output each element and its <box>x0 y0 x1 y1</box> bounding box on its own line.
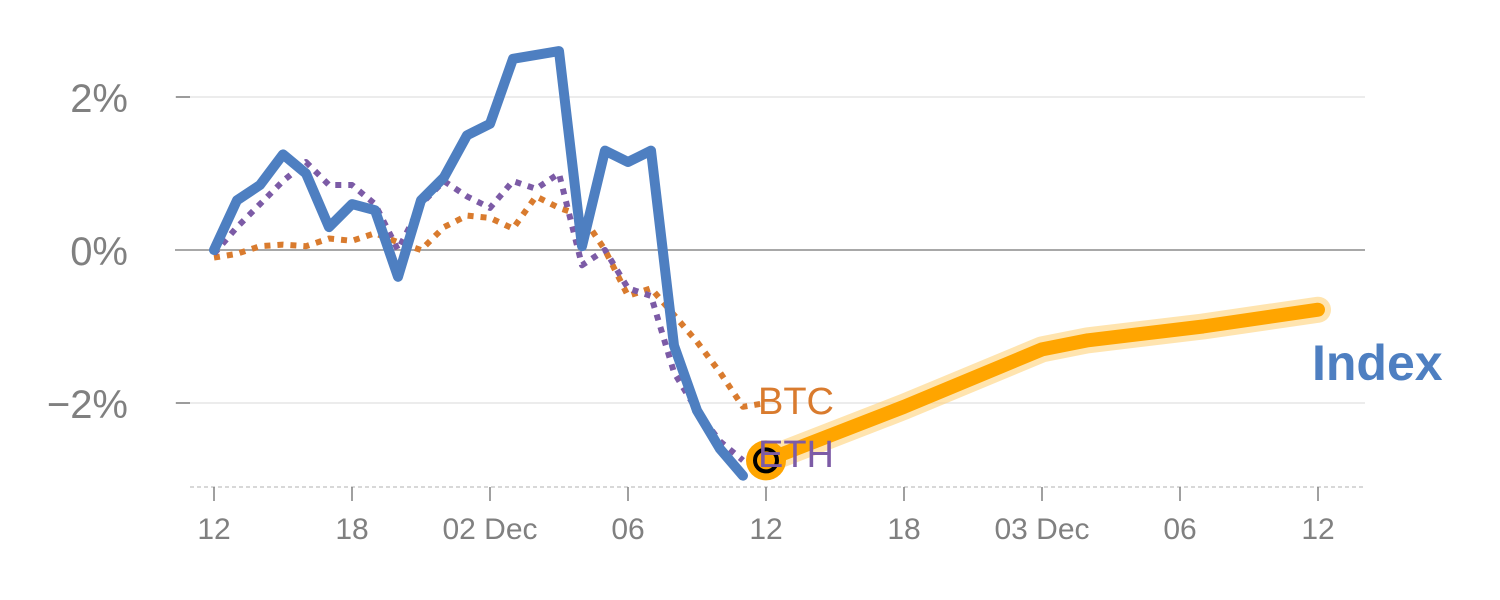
marker-halo <box>746 440 786 481</box>
marker-layer <box>746 440 786 481</box>
series-layer <box>209 46 1331 481</box>
x-tick-label: 02 Dec <box>442 513 537 546</box>
series-halo-index-forecast <box>753 296 1331 474</box>
x-tick-label: 06 <box>611 513 644 546</box>
series-label-index: Index <box>1312 335 1443 391</box>
x-tick-label: 12 <box>197 513 230 546</box>
x-tick-label: 03 Dec <box>994 513 1089 546</box>
x-tick-label: 06 <box>1163 513 1196 546</box>
series-label-eth: ETH <box>758 434 834 476</box>
series-line-index-forecast <box>759 302 1325 468</box>
marker-point <box>753 447 779 474</box>
series-line-eth <box>211 159 745 463</box>
series-label-btc: BTC <box>758 381 834 423</box>
y-tick-label: −2% <box>47 383 128 427</box>
series-line-index <box>209 46 748 481</box>
grid-layer <box>175 96 1365 404</box>
x-tick-label: 18 <box>335 513 368 546</box>
y-tick-label: 0% <box>70 230 128 274</box>
x-tick-label: 12 <box>749 513 782 546</box>
y-tick-label: 2% <box>70 77 128 121</box>
axis-layer: 2% 0% −2% 12 18 02 Dec 06 12 18 03 Dec 06 12 <box>47 77 1365 546</box>
x-tick-label: 12 <box>1301 513 1334 546</box>
x-tick-label: 18 <box>887 513 920 546</box>
